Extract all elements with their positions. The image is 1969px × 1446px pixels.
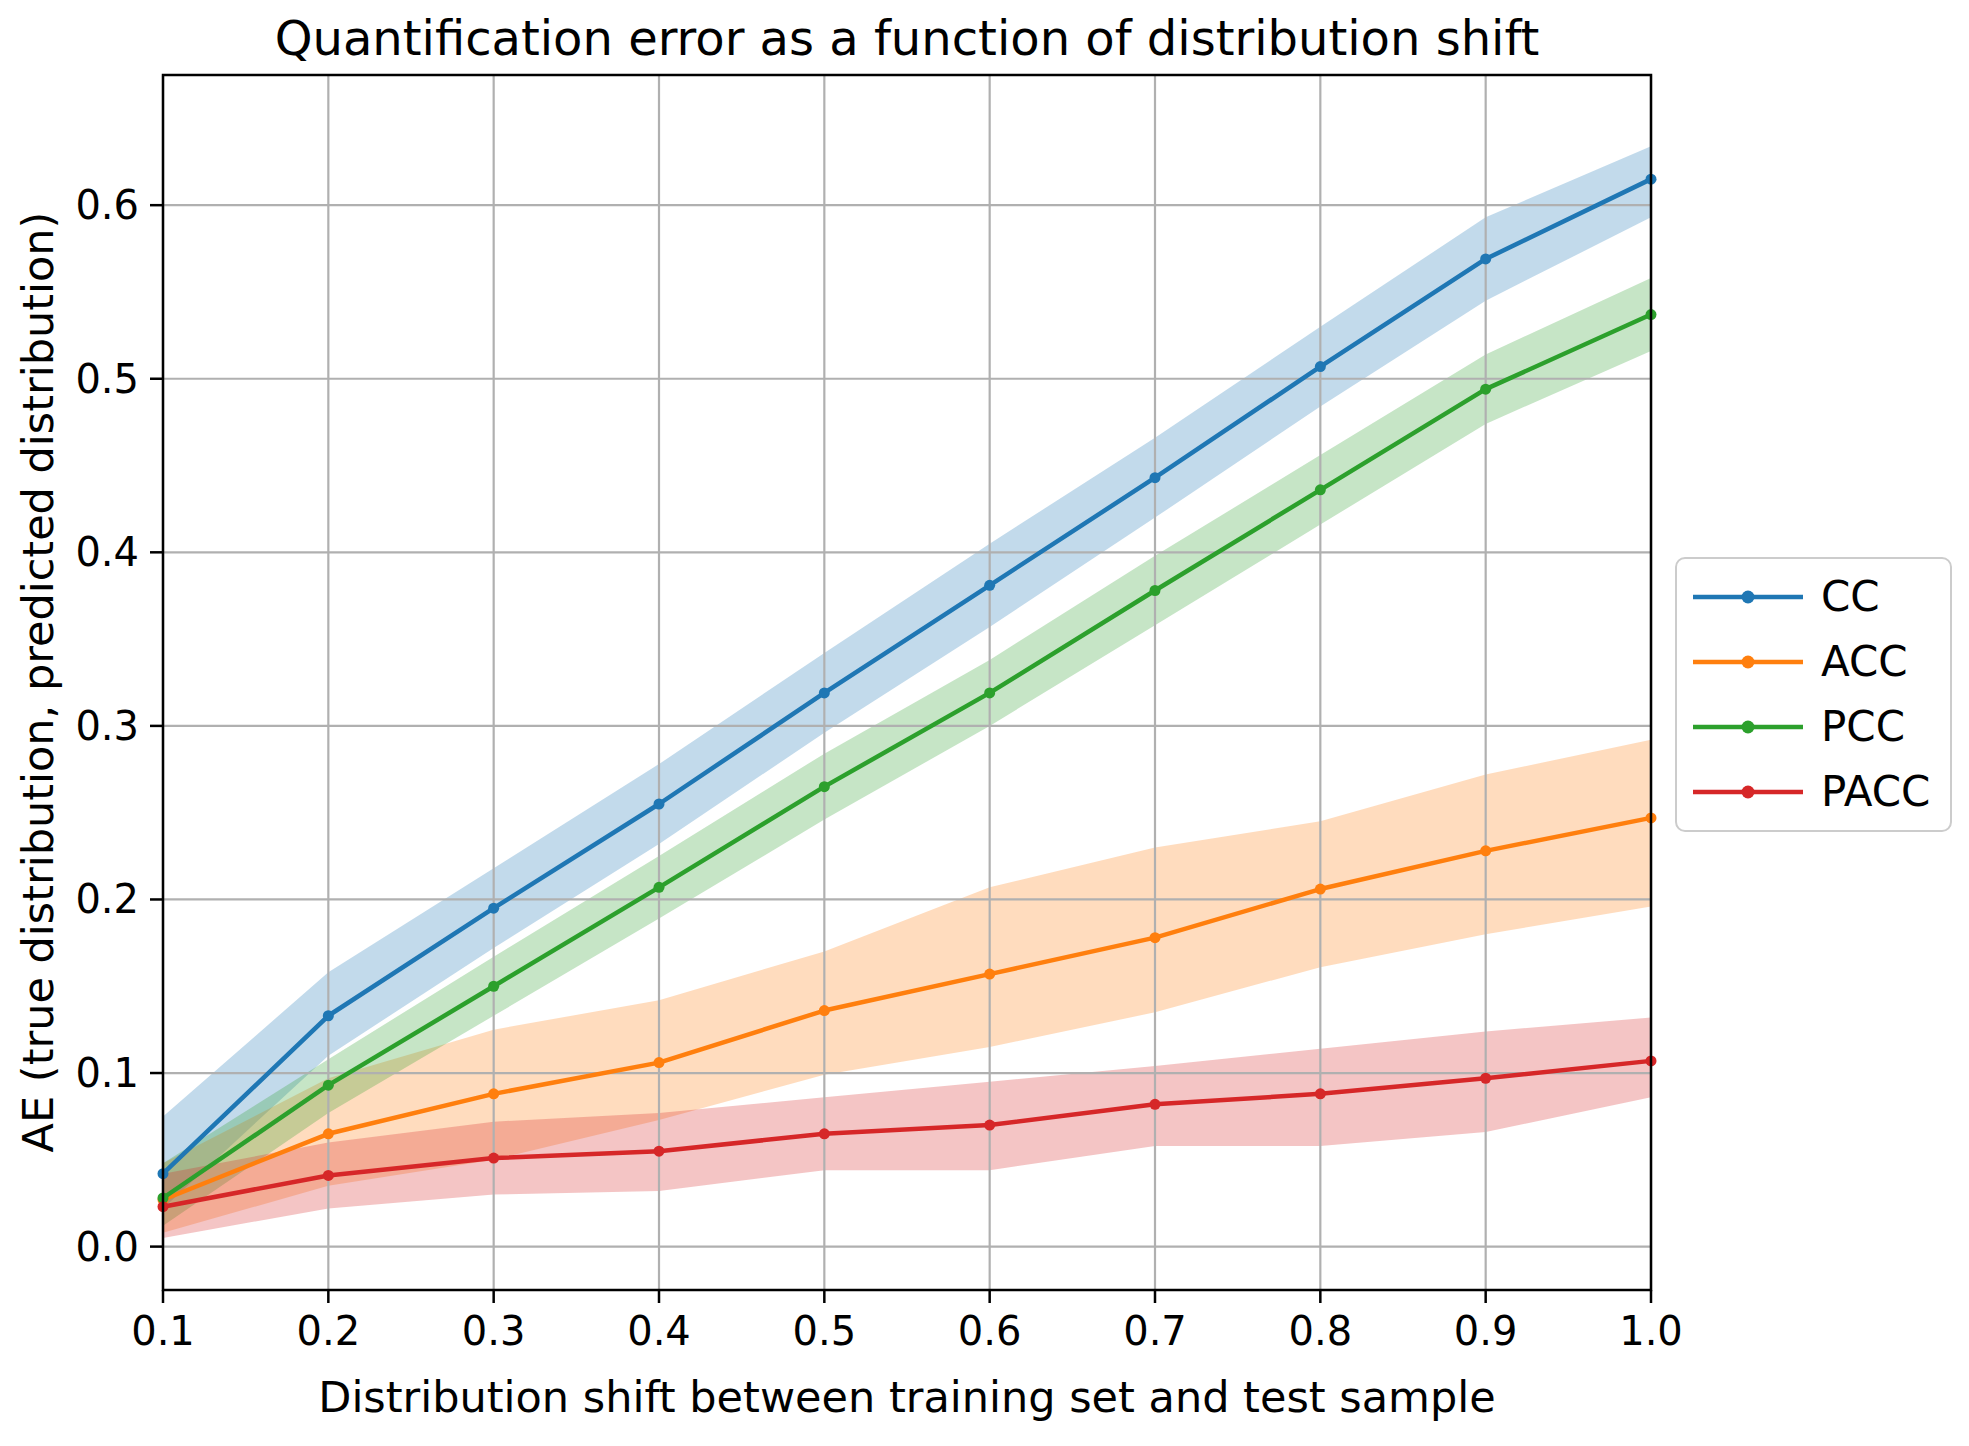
legend: CC ACC PCC PACC [1675, 557, 1952, 832]
y-tick-label: 0.1 [75, 1050, 139, 1096]
y-tick-label: 0.2 [75, 876, 139, 922]
series-marker-acc [323, 1128, 334, 1139]
legend-label: ACC [1821, 641, 1908, 683]
series-marker-cc [984, 580, 995, 591]
series-marker-pcc [984, 687, 995, 698]
x-tick-label: 0.4 [627, 1308, 691, 1354]
legend-line-sample [1689, 779, 1807, 805]
series-marker-cc [1480, 253, 1491, 264]
legend-entry-cc: CC [1677, 567, 1950, 627]
series-marker-pcc [1315, 484, 1326, 495]
y-tick-label: 0.0 [75, 1224, 139, 1270]
legend-label: CC [1821, 576, 1880, 618]
series-marker-cc [323, 1010, 334, 1021]
x-tick-label: 0.5 [793, 1308, 857, 1354]
x-axis-label: Distribution shift between training set … [163, 1372, 1651, 1422]
series-marker-pacc [323, 1170, 334, 1181]
series-marker-acc [984, 969, 995, 980]
series-marker-pacc [819, 1128, 830, 1139]
x-tick-label: 0.2 [297, 1308, 361, 1354]
series-marker-pcc [819, 781, 830, 792]
series-marker-acc [488, 1088, 499, 1099]
figure: 0.1 0.2 0.3 0.4 0.5 0.6 0.7 0.8 0.9 1.0 0.0 0.1 0.2 0… [0, 0, 1969, 1446]
series-marker-pacc [654, 1146, 665, 1157]
series-marker-pacc [1480, 1073, 1491, 1084]
series-marker-pcc [1150, 585, 1161, 596]
legend-label: PACC [1821, 771, 1930, 813]
y-axis-label: AE (true distribution, predicted distrib… [13, 212, 63, 1153]
legend-label: PCC [1821, 706, 1905, 748]
legend-line-sample [1689, 584, 1807, 610]
legend-sample-marker [1742, 656, 1755, 669]
series-marker-acc [819, 1005, 830, 1016]
series-marker-pacc [984, 1120, 995, 1131]
x-tick-label: 0.1 [131, 1308, 195, 1354]
series-marker-cc [819, 687, 830, 698]
chart-title: Quantification error as a function of di… [163, 10, 1651, 66]
legend-line-sample [1689, 714, 1807, 740]
series-marker-acc [1480, 845, 1491, 856]
series-marker-pcc [1480, 384, 1491, 395]
series-marker-acc [1150, 932, 1161, 943]
legend-sample-marker [1742, 591, 1755, 604]
series-marker-pcc [488, 981, 499, 992]
legend-line-sample [1689, 649, 1807, 675]
legend-entry-pacc: PACC [1677, 762, 1950, 822]
series-marker-acc [1315, 884, 1326, 895]
series-marker-pcc [323, 1080, 334, 1091]
series-marker-cc [1315, 361, 1326, 372]
series-marker-pacc [1315, 1088, 1326, 1099]
x-tick-label: 0.3 [462, 1308, 526, 1354]
x-tick-label: 0.9 [1454, 1308, 1518, 1354]
series-marker-acc [654, 1057, 665, 1068]
x-tick-label: 0.6 [958, 1308, 1022, 1354]
legend-sample-marker [1742, 720, 1755, 733]
x-tick-label: 0.7 [1123, 1308, 1187, 1354]
legend-sample-marker [1742, 785, 1755, 798]
series-marker-pacc [488, 1153, 499, 1164]
y-tick-label: 0.3 [75, 703, 139, 749]
x-tick-label: 1.0 [1619, 1308, 1683, 1354]
y-tick-label: 0.4 [75, 529, 139, 575]
y-tick-label: 0.6 [75, 182, 139, 228]
series-marker-cc [488, 903, 499, 914]
legend-entry-acc: ACC [1677, 632, 1950, 692]
y-tick-label: 0.5 [75, 356, 139, 402]
series-marker-cc [1150, 472, 1161, 483]
series-marker-cc [654, 799, 665, 810]
chart-canvas: 0.1 0.2 0.3 0.4 0.5 0.6 0.7 0.8 0.9 1.0 0.0 0.1 0.2 0… [0, 0, 1969, 1446]
series-marker-pacc [1150, 1099, 1161, 1110]
legend-entry-pcc: PCC [1677, 697, 1950, 757]
x-tick-label: 0.8 [1289, 1308, 1353, 1354]
series-marker-pcc [654, 882, 665, 893]
